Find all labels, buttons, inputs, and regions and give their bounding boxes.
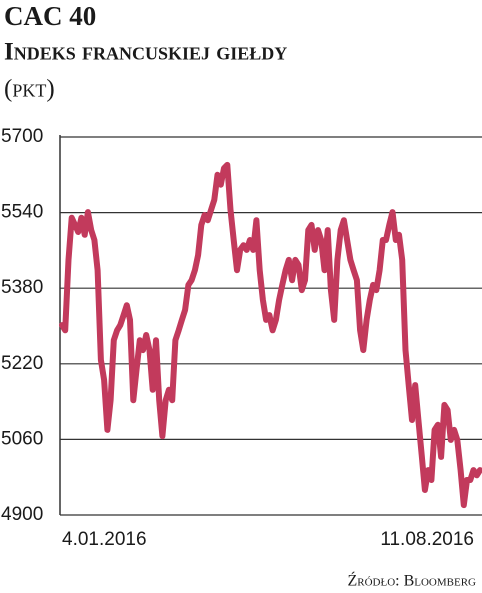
chart-subtitle: Indeks francuskiej giełdy (4, 39, 287, 66)
x-tick-label: 4.01.2016 (62, 529, 147, 550)
chart-title: CAC 40 (4, 1, 96, 31)
y-tick-label: 5060 (1, 428, 43, 449)
y-tick-label: 5380 (1, 277, 43, 298)
source: Źródło: Bloomberg (347, 571, 476, 590)
y-tick-label: 5700 (1, 126, 43, 147)
y-axis-label: (pkt) (4, 76, 55, 103)
y-tick-label: 5220 (1, 353, 43, 374)
line (59, 161, 482, 509)
y-tick-label: 5540 (1, 202, 43, 223)
y-tick-label: 4900 (1, 504, 43, 525)
x-tick-label: 11.08.2016 (380, 529, 474, 550)
